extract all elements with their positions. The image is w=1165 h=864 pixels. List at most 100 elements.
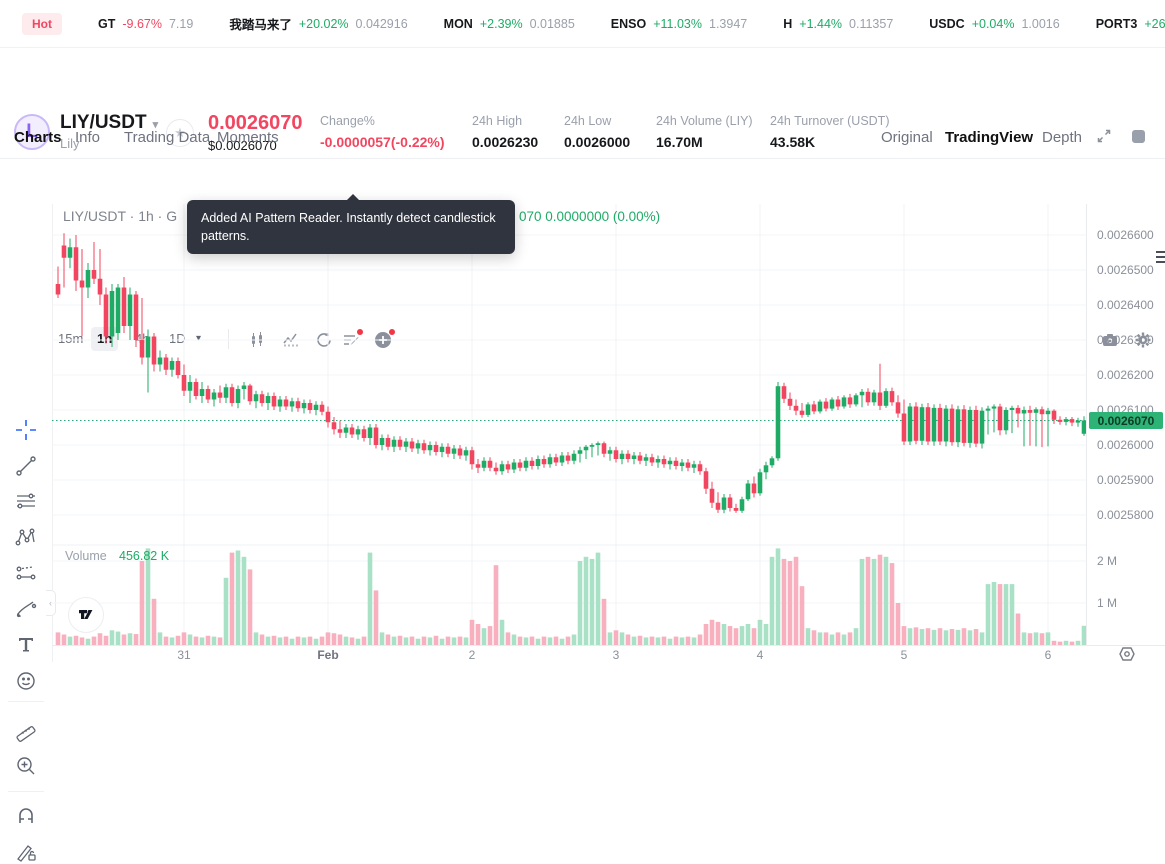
stat-value: -0.0000057(-0.22%) xyxy=(320,134,445,150)
screenshot-button[interactable] xyxy=(1100,330,1120,350)
expand-icon xyxy=(1097,129,1111,143)
brush-tool[interactable] xyxy=(14,597,38,621)
pair-selector[interactable]: LIY/USDT ▾ xyxy=(60,112,158,134)
ticker-price: 1.3947 xyxy=(709,16,748,31)
time-axis[interactable]: 31 Feb 2 3 4 5 6 xyxy=(52,645,1165,663)
stat-24h-low: 24h Low 0.0026000 xyxy=(564,114,630,150)
layout-button[interactable] xyxy=(1132,130,1145,147)
pair-label: LIY/USDT xyxy=(60,112,147,133)
ticker-price: 0.042916 xyxy=(355,16,408,31)
price-axis-label: 0.0025900 xyxy=(1097,473,1154,487)
menu-button[interactable] xyxy=(1156,251,1165,265)
text-tool[interactable] xyxy=(14,633,38,657)
stat-value: 16.70M xyxy=(656,134,703,150)
price-axis-label: 0.0026500 xyxy=(1097,263,1154,277)
zoom-in-tool[interactable] xyxy=(14,754,38,778)
ruler-icon xyxy=(16,726,36,742)
chart-legend-values: 070 0.0000000 (0.00%) xyxy=(519,209,661,224)
price-axis-label: 0.0026000 xyxy=(1097,438,1154,452)
tab-info[interactable]: Info xyxy=(75,129,101,146)
brush-icon xyxy=(16,601,37,618)
toolbar-divider xyxy=(8,791,44,792)
fullscreen-button[interactable] xyxy=(1096,128,1112,144)
tab-moments[interactable]: Moments xyxy=(217,129,279,146)
candlestick-chart[interactable] xyxy=(52,204,1086,645)
stat-24h-volume-liy-: 24h Volume (LIY) 16.70M xyxy=(656,114,753,150)
chart-canvas[interactable] xyxy=(52,204,1086,645)
usd-price: $0.0026070 xyxy=(208,138,277,153)
projection-tool[interactable] xyxy=(14,561,38,585)
ticker-item[interactable]: 我踏马来了 +20.02% 0.042916 xyxy=(229,14,407,33)
timeframe-15m[interactable]: 15m xyxy=(58,331,84,346)
emoji-tool[interactable] xyxy=(14,669,38,693)
trend-line-icon xyxy=(16,456,36,476)
xabcd-pattern-tool[interactable] xyxy=(14,525,38,549)
star-icon: ★ xyxy=(174,125,186,140)
stat-label: 24h Turnover (USDT) xyxy=(770,114,890,128)
ticker-change: +0.04% xyxy=(971,16,1015,31)
tab-charts[interactable]: Charts xyxy=(14,129,62,146)
tab-trading-data[interactable]: Trading Data xyxy=(124,129,211,146)
projection-icon xyxy=(16,566,36,580)
page-tabs: Charts Info Trading Data Moments Original Tr… xyxy=(0,120,1165,263)
tradingview-logo[interactable] xyxy=(68,597,104,633)
ticker-symbol: 我踏马来了 xyxy=(229,18,292,32)
magnet-icon xyxy=(19,808,33,823)
price-axis[interactable]: 0.0026600 0.0026500 0.0026400 0.0026300 0.00… xyxy=(1086,204,1165,645)
timeframe-1D[interactable]: 1D xyxy=(169,331,186,346)
ticker-price: 0.01885 xyxy=(529,16,575,31)
text-icon xyxy=(19,638,33,652)
ticker-item[interactable]: USDC +0.04% 1.0016 xyxy=(929,14,1059,33)
ticker-item[interactable]: MON +2.39% 0.01885 xyxy=(444,14,575,33)
trend-line-tool[interactable] xyxy=(14,454,38,478)
zoom-in-icon xyxy=(17,757,35,775)
xabcd-pattern-icon xyxy=(15,528,35,546)
ticker-item[interactable]: PORT3+262.45%0.0020457 xyxy=(1096,14,1165,33)
chevron-down-icon: ▾ xyxy=(152,119,159,131)
ticker-item[interactable]: GT -9.67% 7.19 xyxy=(98,14,193,33)
price-axis-label: 0.0026300 xyxy=(1097,333,1154,347)
pair-subtitle: Lily xyxy=(60,136,80,151)
ticker-change: +2.39% xyxy=(479,16,523,31)
price-scale-settings-button[interactable] xyxy=(1117,646,1137,662)
ticker-change: -9.67% xyxy=(122,16,162,31)
price-axis-label: 0.0026400 xyxy=(1097,298,1154,312)
stat-24h-turnover-usdt-: 24h Turnover (USDT) 43.58K xyxy=(770,114,889,150)
menu-icon xyxy=(1156,251,1165,253)
time-axis-label: 5 xyxy=(900,648,908,662)
camera-icon xyxy=(1103,334,1117,346)
timeframe-dropdown[interactable]: ▾ xyxy=(190,327,207,351)
stat-label: Change% xyxy=(320,114,375,128)
volume-axis-label: 2 M xyxy=(1097,554,1118,568)
chart-settings-button[interactable] xyxy=(1133,330,1153,350)
hot-badge[interactable]: Hot xyxy=(22,12,62,35)
view-tab-tradingview[interactable]: TradingView xyxy=(945,129,1034,146)
ticker-change: +262.45% xyxy=(1144,16,1165,31)
favorite-button[interactable]: ★ xyxy=(166,119,194,147)
ticker-item[interactable]: ENSO +11.03% 1.3947 xyxy=(611,14,747,33)
ticker-symbol: ENSO xyxy=(610,16,647,31)
time-axis-label: 31 xyxy=(177,648,191,662)
ticker-bar: Hot GT -9.67% 7.19 我踏马来了 +20.02% 0.042916 MON +… xyxy=(0,0,1165,48)
ruler-tool[interactable] xyxy=(14,718,38,742)
settings-icon xyxy=(1135,332,1151,348)
notification-dot xyxy=(357,329,363,335)
drawing-lock-icon xyxy=(17,845,36,862)
ticker-item[interactable]: H +1.44% 0.11357 xyxy=(783,14,893,33)
view-tab-depth[interactable]: Depth xyxy=(1042,129,1083,146)
view-tab-original[interactable]: Original xyxy=(881,129,933,146)
ticker-symbol: H xyxy=(783,16,793,31)
magnet-tool[interactable] xyxy=(14,803,38,827)
toolbar-divider xyxy=(228,329,229,349)
ticker-list: GT -9.67% 7.19 我踏马来了 +20.02% 0.042916 MON +2.39… xyxy=(98,14,1165,33)
chevron-left-icon: ‹ xyxy=(49,598,52,608)
ticker-symbol: PORT3 xyxy=(1095,16,1138,31)
pair-logo-letter: L xyxy=(26,121,38,142)
crosshair-tool[interactable] xyxy=(14,418,38,442)
ticker-symbol: GT xyxy=(98,16,116,31)
ticker-symbol: MON xyxy=(443,16,473,31)
stat-change-: Change% -0.0000057(-0.22%) xyxy=(320,114,445,150)
drawing-lock-tool[interactable] xyxy=(14,840,38,864)
parallel-lines-tool[interactable] xyxy=(14,489,38,513)
time-axis-label: 6 xyxy=(1044,648,1052,662)
